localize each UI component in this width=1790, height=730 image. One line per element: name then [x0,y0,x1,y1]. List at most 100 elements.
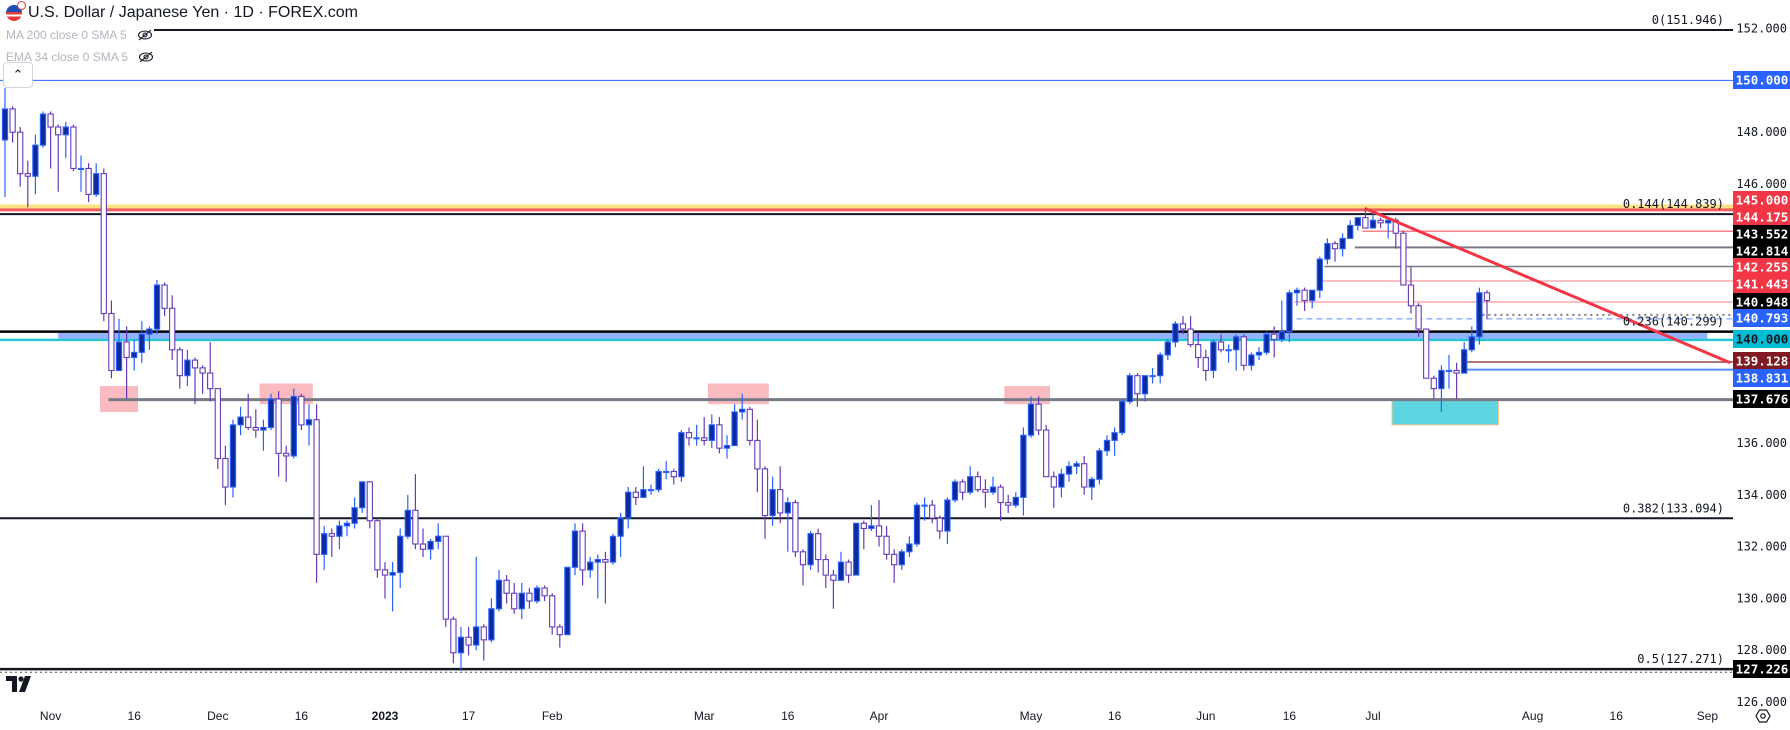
candle-body [1423,328,1430,379]
candle [556,624,563,648]
tradingview-logo[interactable] [6,676,34,697]
indicator-label: EMA 34 close 0 SMA 5 [6,50,129,64]
candle [647,484,655,495]
candle [1476,287,1483,345]
candle [883,525,890,560]
candle-body [47,113,54,128]
candle-body [480,626,487,641]
candle [708,414,715,449]
candle [32,134,39,195]
candle [366,481,373,529]
price-label[interactable]: 140.000 [1733,330,1790,348]
candle [427,538,434,560]
price-label[interactable]: 142.814 [1733,242,1790,260]
candle [1111,427,1118,456]
candle [389,562,396,612]
price-axis[interactable]: 152.000 148.000 146.000 136.000 134.000 132.0… [1733,22,1790,709]
indicator-ma200[interactable]: MA 200 close 0 SMA 5 [6,24,358,46]
candle [701,417,708,446]
candle [305,404,313,446]
price-label[interactable]: 140.948 [1733,293,1790,311]
candle-body [366,481,373,522]
candle-body [1134,375,1141,395]
time-tick-label: Sep [1697,709,1719,723]
candle [936,515,943,539]
candle-body [754,439,761,470]
price-label[interactable]: 138.831 [1733,369,1790,387]
candle-body [929,504,936,519]
candle-body [1248,354,1255,366]
candle-body [594,558,601,563]
price-label[interactable]: 141.443 [1733,275,1790,293]
price-label[interactable]: 127.226 [1733,660,1790,678]
candle-body [1126,375,1133,403]
candle [1081,455,1088,495]
candle [1005,494,1012,513]
candle-body [701,437,708,441]
candle [853,522,860,576]
candle-body [891,553,898,566]
candle-body [883,535,890,555]
candle [1073,461,1080,475]
candle [93,163,100,197]
candle-body [237,416,244,426]
eye-off-icon[interactable] [138,51,154,63]
candle [678,430,685,482]
candle-body [1012,496,1019,506]
eye-off-icon[interactable] [137,29,153,41]
price-label-text: 137.676 [1736,392,1789,407]
candle [989,476,997,495]
time-tick-label: 16 [295,709,309,723]
candle [374,518,381,578]
collapse-legend-button[interactable]: ⌃ [3,62,33,88]
candle [480,624,487,661]
candle-body [1369,219,1377,229]
candle-body [761,468,769,517]
candle-body [936,517,943,532]
resistance-zone-box[interactable] [1004,386,1050,405]
price-label[interactable]: 144.175 [1733,208,1790,226]
price-label[interactable]: 142.255 [1733,258,1790,276]
candle [17,127,24,187]
candle-body [207,372,214,390]
candles-layer [1,88,1491,671]
candle [77,155,85,192]
candle [533,585,541,604]
price-label[interactable]: 143.552 [1733,225,1790,243]
price-label[interactable]: 137.676 [1733,390,1790,408]
candle [435,523,442,550]
candle [1164,339,1171,361]
price-label-bg [1733,352,1790,370]
trendline-layer[interactable] [1364,207,1731,365]
candle-body [214,388,221,460]
symbol-title[interactable]: U.S. Dollar / Japanese Yen · 1D · FOREX.… [28,4,358,21]
candle-body [837,561,845,581]
candle-body [655,470,662,491]
candle [267,393,275,431]
candle [199,365,206,394]
trendline[interactable] [1364,207,1731,365]
candle-body [108,312,115,372]
fib-level-label: 0.144(144.839) [1623,197,1724,211]
time-axis[interactable]: Nov 16 Dec 16 2023 17 Feb Mar 16 Apr May 16 Jun 16 Jul… [40,709,1771,723]
indicator-ema34[interactable]: EMA 34 close 0 SMA 5 [6,46,358,68]
candle [511,582,518,614]
candle-body [830,574,837,581]
candle-body [153,284,161,330]
price-label[interactable]: 150.000 [1733,71,1790,89]
candle-body [321,533,328,555]
candle-body [457,636,465,654]
price-label[interactable]: 145.000 [1733,191,1790,209]
price-label-text: 140.793 [1736,311,1789,326]
price-label[interactable]: 140.793 [1733,309,1790,327]
price-label-bg [1733,225,1790,243]
candle [1119,398,1126,436]
candle [176,347,183,389]
fib-level-label: 0.382(133.094) [1623,501,1724,515]
candle [153,279,161,335]
gear-icon[interactable] [1755,709,1771,723]
support-zone-box[interactable] [1391,398,1499,426]
price-label[interactable]: 139.128 [1733,352,1790,370]
candle-body [640,489,647,498]
